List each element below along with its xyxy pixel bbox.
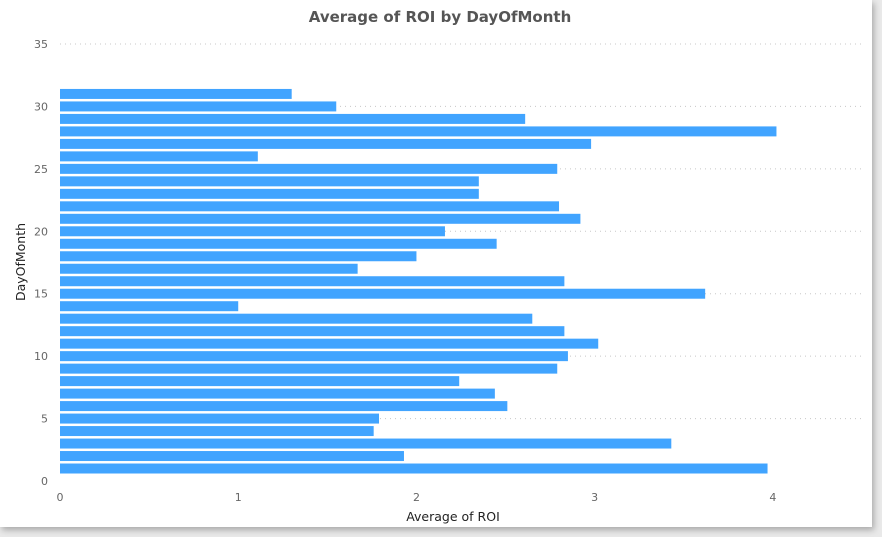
bar-day-24[interactable]: [60, 176, 479, 187]
bar-day-27[interactable]: [60, 138, 592, 149]
bar-day-11[interactable]: [60, 338, 599, 349]
bar-day-23[interactable]: [60, 188, 479, 199]
bar-day-3[interactable]: [60, 438, 672, 449]
y-tick-label: 30: [34, 100, 48, 113]
x-axis-ticks: 0 1 2 3 4: [57, 491, 777, 504]
bar-day-31[interactable]: [60, 88, 292, 99]
y-tick-label: 5: [41, 413, 48, 426]
bar-day-25[interactable]: [60, 163, 558, 174]
bar-day-5[interactable]: [60, 413, 380, 424]
y-tick-label: 20: [34, 225, 48, 238]
y-tick-label: 10: [34, 350, 48, 363]
x-tick-label: 1: [235, 491, 242, 504]
bar-day-8[interactable]: [60, 376, 460, 387]
y-tick-label: 15: [34, 288, 48, 301]
bar-day-20[interactable]: [60, 226, 445, 237]
bar-day-22[interactable]: [60, 201, 560, 212]
bar-day-6[interactable]: [60, 401, 508, 412]
bar-day-21[interactable]: [60, 213, 581, 224]
bar-day-18[interactable]: [60, 251, 417, 262]
bar-day-15[interactable]: [60, 288, 706, 299]
chart-title: Average of ROI by DayOfMonth: [309, 8, 572, 26]
bar-day-4[interactable]: [60, 426, 374, 437]
bar-day-14[interactable]: [60, 301, 239, 312]
bar-day-2[interactable]: [60, 451, 404, 462]
bar-day-13[interactable]: [60, 313, 533, 324]
bar-day-16[interactable]: [60, 276, 565, 287]
bar-day-10[interactable]: [60, 351, 568, 362]
y-tick-label: 35: [34, 38, 48, 51]
bar-day-7[interactable]: [60, 388, 495, 399]
chart-card: Average of ROI by DayOfMonth 0 1 2 3 4 0 5 10 1…: [0, 0, 872, 527]
x-tick-label: 4: [769, 491, 776, 504]
x-axis-title: Average of ROI: [406, 509, 500, 524]
y-tick-label: 25: [34, 163, 48, 176]
bar-day-12[interactable]: [60, 326, 565, 337]
x-tick-label: 0: [57, 491, 64, 504]
bar-day-17[interactable]: [60, 263, 358, 274]
bar-day-1[interactable]: [60, 463, 768, 474]
bar-day-30[interactable]: [60, 101, 337, 112]
bar-day-19[interactable]: [60, 238, 497, 249]
bar-day-9[interactable]: [60, 363, 558, 374]
bar-day-29[interactable]: [60, 113, 526, 124]
bars: [60, 88, 777, 474]
y-axis-title: DayOfMonth: [13, 223, 28, 301]
bar-day-26[interactable]: [60, 151, 258, 162]
bar-chart: Average of ROI by DayOfMonth 0 1 2 3 4 0 5 10 1…: [13, 8, 862, 524]
y-tick-label: 0: [41, 475, 48, 488]
x-tick-label: 2: [413, 491, 420, 504]
y-axis-ticks: 0 5 10 15 20 25 30 35: [34, 38, 48, 488]
x-tick-label: 3: [591, 491, 598, 504]
bar-day-28[interactable]: [60, 126, 777, 137]
